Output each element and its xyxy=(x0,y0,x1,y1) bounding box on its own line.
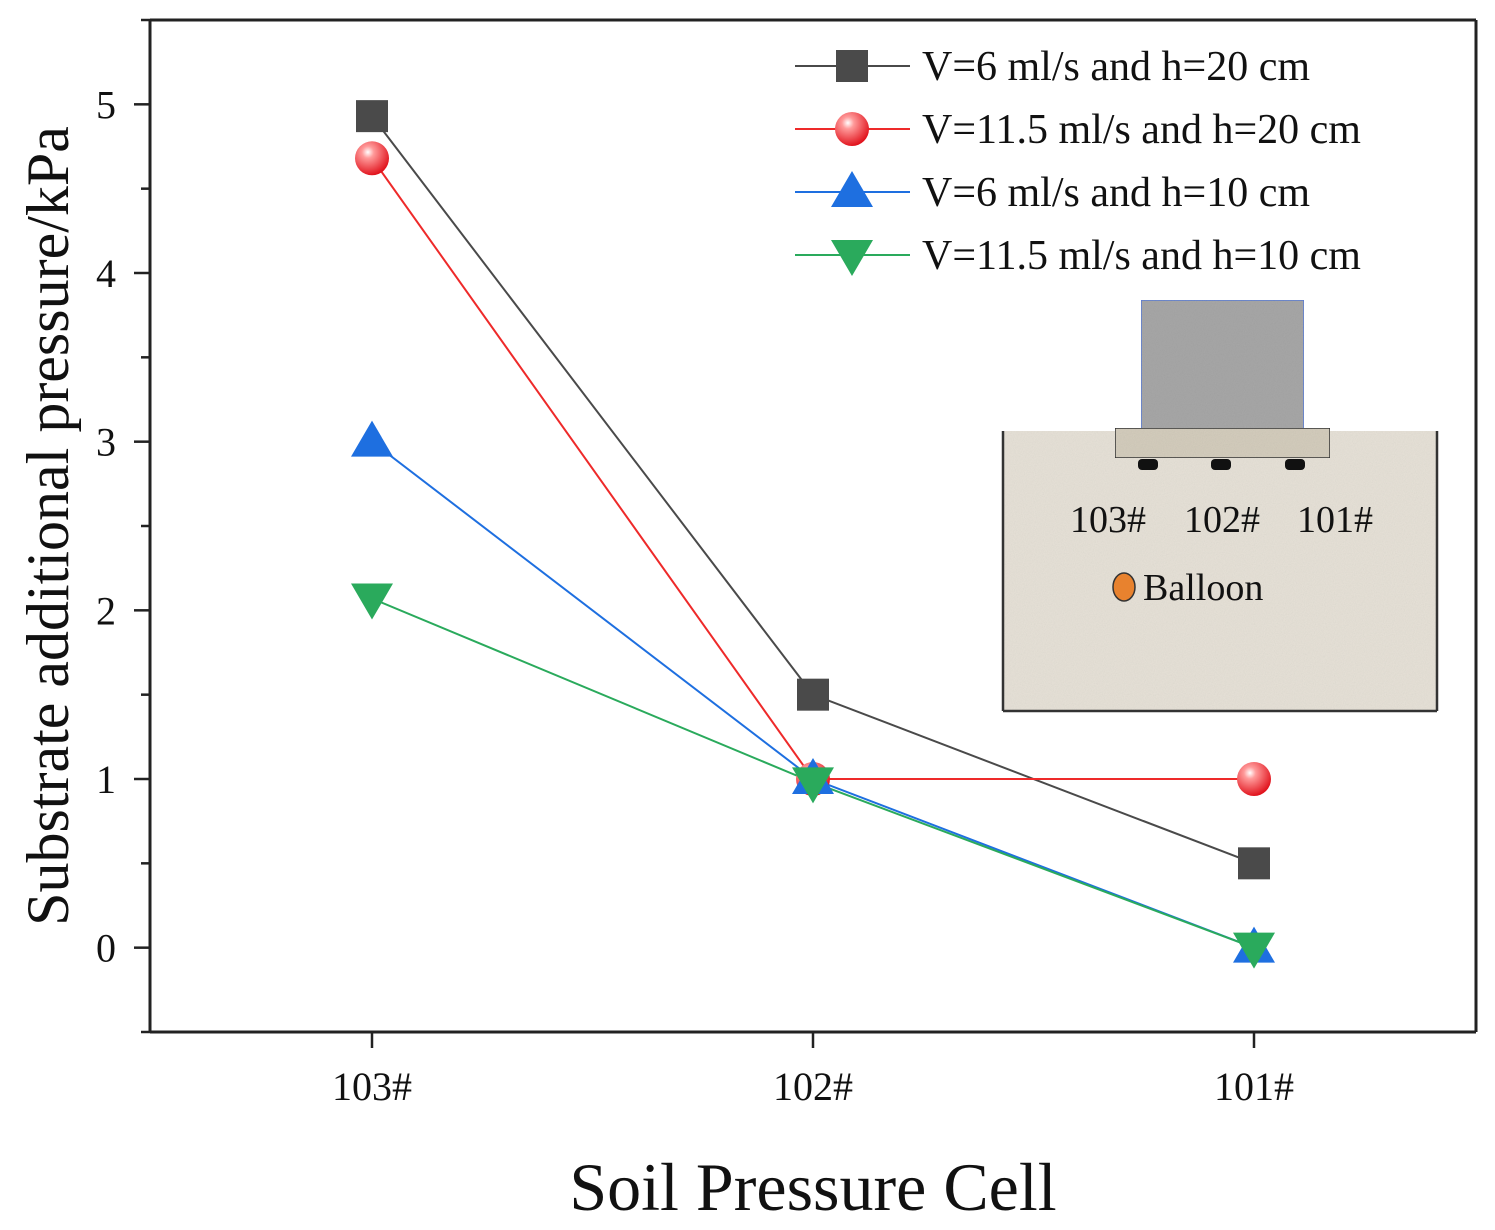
legend-marker xyxy=(836,50,868,82)
inset-cell-label: 101# xyxy=(1297,499,1373,541)
balloon-marker xyxy=(1112,572,1136,602)
soil-body xyxy=(1003,431,1437,711)
series-markers xyxy=(351,100,1275,969)
data-point xyxy=(797,678,829,711)
data-point xyxy=(351,583,393,620)
legend-label: V=6 ml/s and h=20 cm xyxy=(922,44,1310,90)
inset-cell-label: 103# xyxy=(1070,499,1146,541)
data-point xyxy=(351,420,393,457)
x-tick-label: 102# xyxy=(773,1064,853,1109)
y-tick-label: 1 xyxy=(96,757,116,802)
data-point xyxy=(792,767,834,804)
y-axis-title: Substrate additional pressure/kPa xyxy=(15,126,81,926)
data-point xyxy=(356,100,388,133)
y-tick-label: 2 xyxy=(96,588,116,633)
legend: V=6 ml/s and h=20 cm V=11.5 ml/s and h=20… xyxy=(795,44,1361,279)
pressure-cell-102 xyxy=(1211,459,1231,470)
y-tick-label: 5 xyxy=(96,82,116,127)
data-point xyxy=(1233,932,1275,969)
foundation-plate xyxy=(1114,427,1331,459)
pressure-cell-101 xyxy=(1285,459,1305,470)
data-point xyxy=(1237,762,1271,796)
legend-label: V=11.5 ml/s and h=20 cm xyxy=(922,107,1361,153)
data-point xyxy=(355,141,389,176)
pressure-cell-103 xyxy=(1138,459,1158,470)
legend-marker xyxy=(831,171,873,207)
data-point xyxy=(1238,847,1270,880)
inset-cell-label: 102# xyxy=(1184,499,1260,541)
legend-marker xyxy=(835,112,869,146)
y-tick-label: 3 xyxy=(96,420,116,465)
x-tick-label: 103# xyxy=(332,1064,412,1109)
legend-label: V=11.5 ml/s and h=10 cm xyxy=(922,233,1361,279)
inset-diagram: 103# 102# 101# Balloon xyxy=(1001,299,1439,713)
load-block xyxy=(1140,299,1305,432)
x-tick-label: 101# xyxy=(1214,1064,1294,1109)
x-axis-title: Soil Pressure Cell xyxy=(569,1149,1056,1225)
legend-label: V=6 ml/s and h=10 cm xyxy=(922,170,1310,216)
balloon-label: Balloon xyxy=(1143,567,1263,609)
y-ticks: 0 1 2 3 4 5 xyxy=(96,18,150,1034)
y-tick-label: 4 xyxy=(96,251,116,296)
y-tick-label: 0 xyxy=(96,926,116,971)
legend-marker xyxy=(831,240,873,276)
x-ticks: 103# 102# 101# xyxy=(332,1032,1294,1109)
